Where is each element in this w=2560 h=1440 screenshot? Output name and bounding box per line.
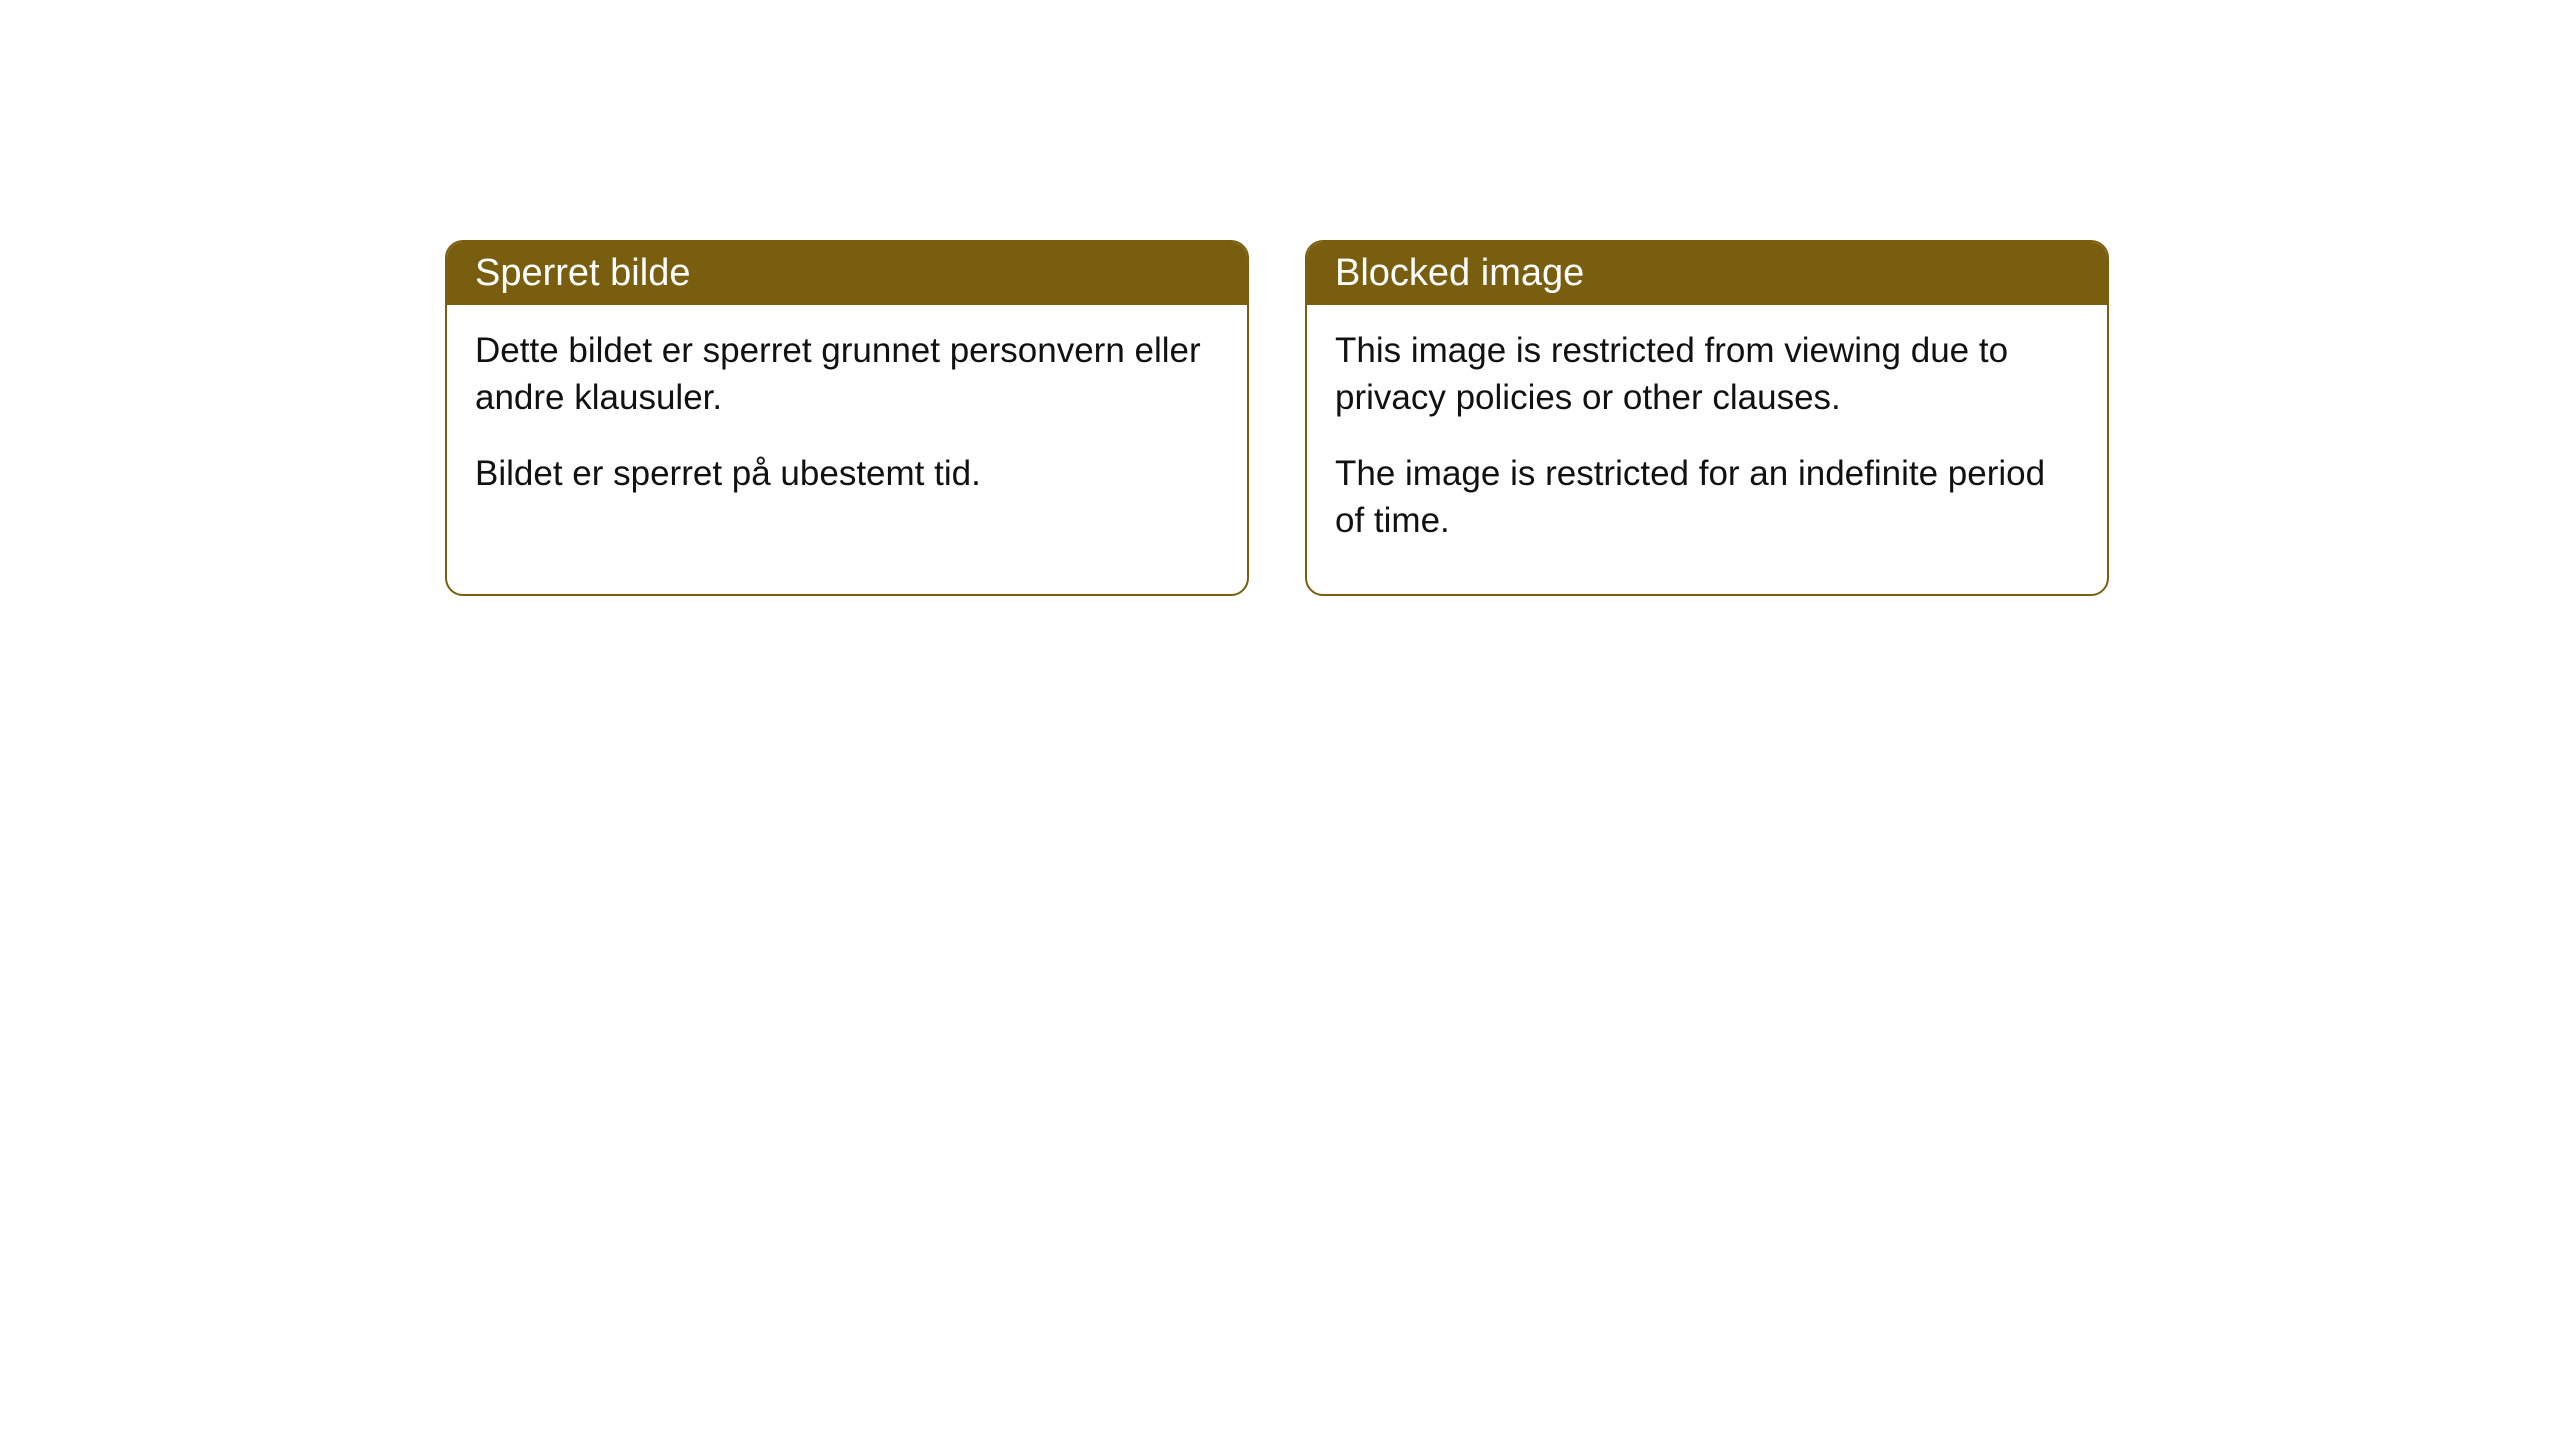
card-body-english: This image is restricted from viewing du… xyxy=(1307,305,2107,594)
notice-paragraph: This image is restricted from viewing du… xyxy=(1335,327,2079,422)
notice-cards-container: Sperret bilde Dette bildet er sperret gr… xyxy=(445,240,2560,596)
notice-card-english: Blocked image This image is restricted f… xyxy=(1305,240,2109,596)
notice-card-norwegian: Sperret bilde Dette bildet er sperret gr… xyxy=(445,240,1249,596)
card-body-norwegian: Dette bildet er sperret grunnet personve… xyxy=(447,305,1247,547)
notice-paragraph: Bildet er sperret på ubestemt tid. xyxy=(475,450,1219,497)
notice-paragraph: Dette bildet er sperret grunnet personve… xyxy=(475,327,1219,422)
notice-paragraph: The image is restricted for an indefinit… xyxy=(1335,450,2079,545)
card-header-english: Blocked image xyxy=(1307,242,2107,305)
card-header-norwegian: Sperret bilde xyxy=(447,242,1247,305)
